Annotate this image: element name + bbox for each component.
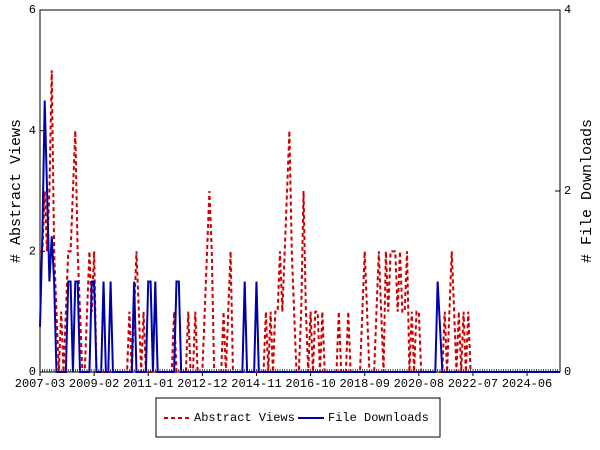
x-tick-label: 2014-11 <box>231 377 281 391</box>
legend <box>155 397 441 438</box>
x-tick-label: 2007-03 <box>15 377 65 391</box>
legend-label: File Downloads <box>328 411 429 425</box>
y2-axis-title: # File Downloads <box>579 119 596 263</box>
x-tick-label: 2024-06 <box>502 377 552 391</box>
x-tick-label: 2022-07 <box>448 377 498 391</box>
y-tick-label: 6 <box>29 3 36 17</box>
y2-tick-label: 0 <box>564 365 571 379</box>
x-tick-label: 2009-02 <box>69 377 119 391</box>
x-tick-label: 2012-12 <box>177 377 227 391</box>
y-axis-title: # Abstract Views <box>8 119 25 263</box>
legend-label: Abstract Views <box>194 411 295 425</box>
y2-tick-label: 4 <box>564 3 571 17</box>
y-tick-label: 4 <box>29 124 36 138</box>
x-tick-label: 2016-10 <box>285 377 335 391</box>
x-tick-label: 2020-08 <box>394 377 444 391</box>
y-tick-label: 2 <box>29 245 36 259</box>
series-line <box>39 100 560 373</box>
series-line <box>40 70 560 373</box>
x-tick-label: 2018-09 <box>339 377 389 391</box>
y-tick-label: 0 <box>29 365 36 379</box>
y2-tick-label: 2 <box>564 184 571 198</box>
x-tick-label: 2011-01 <box>123 377 173 391</box>
